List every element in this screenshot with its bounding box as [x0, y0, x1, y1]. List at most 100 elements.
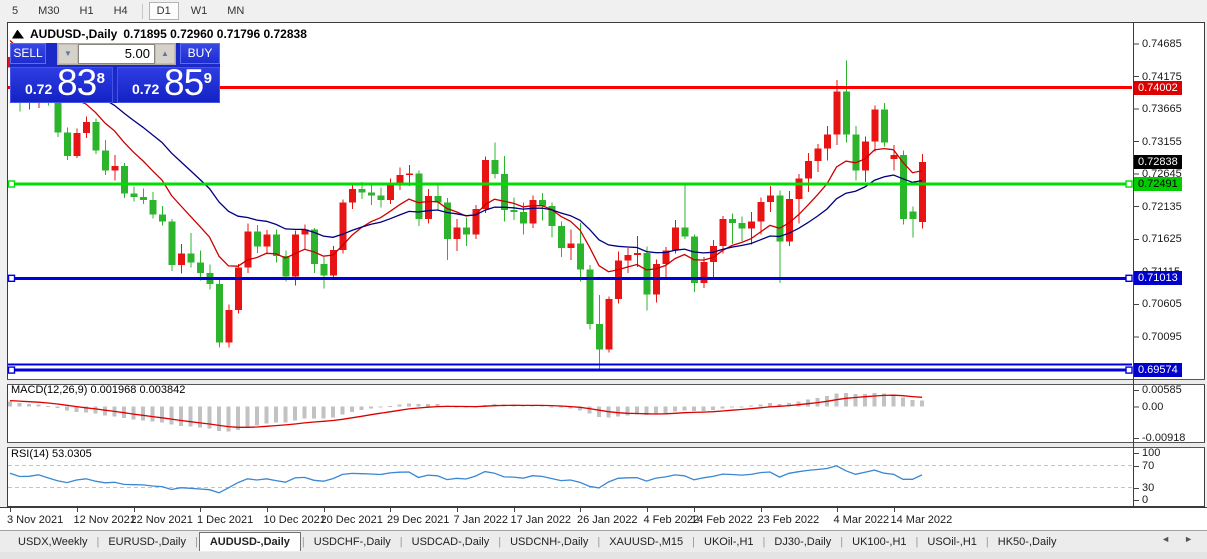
macd-layer: [8, 392, 924, 432]
symbol-tab-bar: USDX,Weekly | EURUSD-,Daily | AUDUSD-,Daily |…: [0, 530, 1207, 552]
date-label: 23 Feb 2022: [757, 514, 820, 526]
timeframe-toolbar: 5 M30 H1 H4 D1 W1 MN: [0, 0, 1207, 22]
tab-audusd-daily[interactable]: AUDUSD-,Daily: [198, 532, 301, 551]
tab-separator: |: [301, 535, 305, 548]
date-tick: [76, 508, 78, 512]
macd-pane-splitter[interactable]: [7, 379, 1205, 385]
date-label: 20 Dec 2021: [320, 514, 383, 526]
timeframe-button-5[interactable]: 5: [12, 5, 19, 17]
volume-decrease-button[interactable]: ▼: [58, 44, 78, 64]
chevron-up-icon: ▲: [161, 49, 169, 58]
price-tag-0.72491: 0.72491: [1134, 177, 1182, 192]
date-label: 26 Jan 2022: [577, 514, 638, 526]
tab-separator: |: [96, 535, 100, 548]
macd-indicator-label: MACD(12,26,9) 0.001968 0.003842: [11, 384, 186, 396]
sell-price-sup: 8: [96, 70, 105, 87]
tab-hk50-daily[interactable]: HK50-,Daily: [997, 535, 1057, 548]
chart-title-row: AUDUSD-,Daily 0.71895 0.72960 0.71796 0.…: [12, 27, 307, 41]
price-axis-separator: [1133, 23, 1134, 506]
buy-price-box[interactable]: 0.72 85 9: [117, 62, 220, 103]
toolbar-divider: [141, 3, 143, 19]
rsi-axis-label: 100: [1142, 447, 1161, 459]
date-label: 29 Dec 2021: [387, 514, 450, 526]
chevron-down-icon: ▼: [64, 49, 72, 58]
tab-usdx-weekly[interactable]: USDX,Weekly: [18, 535, 88, 548]
tab-usdcad-daily[interactable]: USDCAD-,Daily: [411, 535, 490, 548]
tab-scroll-left-icon[interactable]: ◄: [1161, 534, 1171, 544]
rsi-indicator-label: RSI(14) 53.0305: [11, 448, 92, 460]
macd-axis-label: -0.00918: [1142, 432, 1186, 444]
macd-signal-value: 0.003842: [139, 384, 186, 396]
timeframe-button-D1[interactable]: D1: [148, 2, 179, 20]
price-tick-label: 0.72135: [1142, 200, 1182, 213]
date-label: 12 Nov 2021: [73, 514, 136, 526]
hline-handle[interactable]: [1125, 366, 1133, 374]
rsi-axis-label: 70: [1142, 460, 1155, 472]
rsi-axis-label: 30: [1142, 482, 1155, 494]
date-tick: [513, 508, 515, 512]
hline-objects-layer[interactable]: [7, 86, 1133, 374]
date-tick: [836, 508, 838, 512]
hline-handle[interactable]: [7, 180, 16, 188]
tab-ukoil-h1[interactable]: UKOil-,H1: [704, 535, 754, 548]
date-tick: [694, 508, 695, 512]
date-label: 3 Nov 2021: [7, 514, 64, 526]
date-tick: [10, 508, 11, 512]
time-axis[interactable]: 3 Nov 2021 12 Nov 2021 22 Nov 2021 1 Dec 20…: [0, 507, 1207, 530]
date-label: 17 Jan 2022: [510, 514, 572, 526]
tab-separator: |: [692, 535, 696, 548]
date-label: 14 Feb 2022: [691, 514, 753, 526]
tab-usdcnh-daily[interactable]: USDCNH-,Daily: [510, 535, 589, 548]
date-tick: [456, 508, 458, 512]
hline-handle[interactable]: [7, 366, 16, 374]
timeframe-button-H4[interactable]: H4: [113, 5, 128, 17]
date-tick: [580, 508, 581, 512]
tab-separator: |: [840, 535, 844, 548]
date-tick: [200, 508, 201, 512]
date-tick: [893, 508, 895, 512]
buy-button[interactable]: BUY: [180, 43, 220, 64]
one-click-trading-panel: SELL ▼ 5.00 ▲ BUY 0.72 83 8 0.72 85 9: [10, 43, 220, 103]
volume-increase-button[interactable]: ▲: [155, 44, 175, 64]
timeframe-button-MN[interactable]: MN: [227, 5, 245, 17]
tab-eurusd-daily[interactable]: EURUSD-,Daily: [108, 535, 186, 548]
rsi-axis-label: 0: [1142, 494, 1149, 506]
price-tag-0.74002: 0.74002: [1134, 80, 1182, 95]
date-tick: [133, 508, 135, 512]
tab-separator: |: [762, 535, 766, 548]
tab-separator: |: [194, 535, 198, 548]
tab-dj30-daily[interactable]: DJ30-,Daily: [774, 535, 832, 548]
hline-handle[interactable]: [7, 274, 16, 283]
price-tick-label: 0.74685: [1142, 38, 1182, 51]
date-label: 4 Feb 2022: [643, 514, 700, 526]
tab-scroll-right-icon[interactable]: ►: [1184, 534, 1193, 544]
macd-main-value: 0.001968: [90, 384, 137, 396]
chart-symbol-icon: [12, 29, 24, 39]
volume-spinner: ▼ 5.00 ▲: [57, 43, 176, 65]
hline-handle[interactable]: [1125, 274, 1133, 283]
date-tick: [323, 508, 325, 512]
date-label: 4 Mar 2022: [833, 514, 890, 526]
tab-usdchf-daily[interactable]: USDCHF-,Daily: [313, 535, 391, 548]
timeframe-button-M30[interactable]: M30: [38, 5, 60, 17]
macd-axis-label: 0.00: [1142, 400, 1164, 413]
tab-uk100-h1[interactable]: UK100-,H1: [852, 535, 907, 548]
rsi-current-value: 53.0305: [51, 448, 92, 460]
sell-button[interactable]: SELL: [10, 43, 46, 64]
price-tick-label: 0.71625: [1142, 233, 1182, 246]
tab-separator: |: [915, 535, 919, 548]
tab-scroll-arrows: ◄ ►: [1161, 534, 1193, 544]
timeframe-button-H1[interactable]: H1: [79, 5, 94, 17]
hline-handle[interactable]: [1125, 180, 1133, 188]
price-tick-label: 0.74175: [1142, 70, 1182, 83]
tab-usoil-h1[interactable]: USOil-,H1: [927, 535, 977, 548]
sell-price-box[interactable]: 0.72 83 8: [10, 62, 113, 103]
tab-xauusd-m15[interactable]: XAUUSD-,M15: [609, 535, 684, 548]
axis-ticks: [1133, 43, 1139, 501]
date-tick: [266, 508, 268, 512]
rsi-pane-splitter[interactable]: [7, 442, 1205, 448]
volume-input[interactable]: 5.00: [78, 44, 155, 64]
sell-price-big: 83: [57, 62, 97, 103]
timeframe-button-W1[interactable]: W1: [190, 5, 208, 17]
